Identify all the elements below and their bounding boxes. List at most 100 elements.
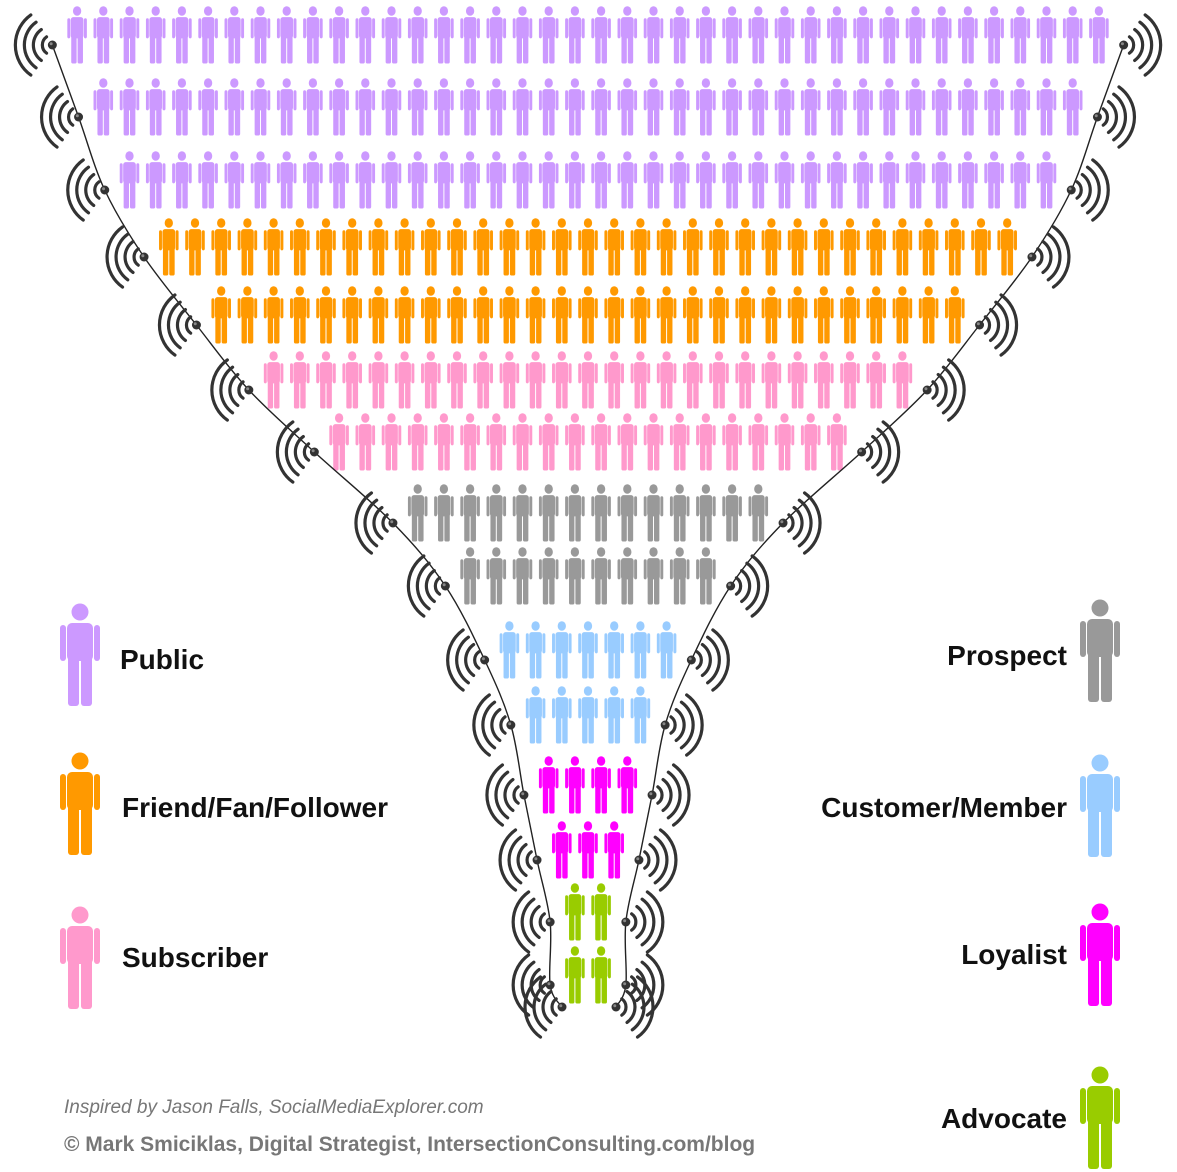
person-icon [565, 883, 585, 941]
loyalist-person-icon [1080, 903, 1120, 1006]
person-icon [892, 218, 913, 276]
person-icon [630, 218, 651, 276]
person-icon [669, 547, 690, 605]
broadcast-wave-icon [39, 85, 75, 149]
person-icon [303, 6, 323, 64]
person-icon [224, 151, 245, 209]
person-icon [381, 6, 402, 64]
funnel-left-line [51, 44, 563, 1008]
person-icon [421, 286, 441, 344]
person-icon [407, 484, 428, 542]
node-dot-icon [621, 917, 631, 927]
broadcast-wave-icon [695, 628, 730, 692]
node-dot-icon [244, 385, 254, 395]
person-icon [630, 686, 651, 744]
public-person-icon [60, 603, 100, 706]
person-icon [696, 6, 716, 64]
person-icon [840, 218, 860, 276]
person-icon [604, 351, 624, 409]
person-icon [800, 6, 821, 64]
broadcast-wave-icon [669, 693, 704, 757]
person-icon [604, 218, 624, 276]
person-icon [512, 547, 533, 605]
broadcast-wave-icon [523, 975, 558, 1039]
person-icon [303, 78, 323, 136]
person-icon [276, 6, 297, 64]
broadcast-wave-icon [656, 763, 691, 827]
person-icon [971, 218, 991, 276]
person-icon [486, 78, 507, 136]
node-dot-icon [519, 790, 529, 800]
broadcast-wave-icon [105, 225, 140, 289]
person-icon [93, 6, 114, 64]
person-icon [172, 151, 192, 209]
person-icon [512, 6, 533, 64]
person-icon [578, 286, 598, 344]
person-icon [290, 351, 310, 409]
person-icon [525, 286, 546, 344]
node-dot-icon [1066, 185, 1076, 195]
person-icon [172, 78, 192, 136]
person-icon [460, 6, 480, 64]
person-icon [683, 286, 703, 344]
legend-label-friend-fan-follower: Friend/Fan/Follower [122, 792, 389, 823]
person-icon [486, 151, 507, 209]
person-icon [669, 151, 690, 209]
person-icon [905, 6, 926, 64]
person-icon [368, 286, 389, 344]
person-icon [525, 351, 546, 409]
person-icon [421, 218, 441, 276]
person-icon [224, 6, 245, 64]
person-icon [434, 413, 454, 471]
person-icon [643, 484, 664, 542]
person-icon [407, 6, 428, 64]
person-icon [1036, 151, 1057, 209]
person-icon [119, 78, 140, 136]
broadcast-wave-icon [643, 828, 678, 892]
node-dot-icon [647, 790, 657, 800]
legend-label-advocate: Advocate [940, 1103, 1067, 1134]
person-icon [604, 286, 624, 344]
person-icon [198, 78, 218, 136]
funnel-nodes [13, 13, 1163, 1039]
person-icon [93, 78, 114, 136]
person-icon [578, 821, 598, 879]
person-icon [198, 151, 218, 209]
person-icon [316, 351, 336, 409]
person-icon [394, 286, 415, 344]
credit-inspired: Inspired by Jason Falls, SocialMediaExpl… [64, 1097, 484, 1118]
person-icon [119, 6, 140, 64]
person-icon [368, 218, 389, 276]
broadcast-wave-icon [865, 420, 901, 484]
node-dot-icon [47, 40, 57, 50]
person-icon [591, 6, 611, 64]
person-icon [316, 286, 336, 344]
node-dot-icon [660, 720, 670, 730]
person-icon [381, 413, 402, 471]
node-dot-icon [480, 655, 490, 665]
person-icon [224, 78, 245, 136]
person-icon [696, 547, 716, 605]
broadcast-wave-icon [1101, 85, 1137, 149]
person-icon [434, 78, 454, 136]
broadcast-wave-icon [620, 975, 655, 1039]
person-icon [827, 413, 847, 471]
person-icon [800, 151, 821, 209]
person-icon [276, 151, 297, 209]
legend-label-public: Public [120, 644, 205, 675]
person-icon [565, 151, 585, 209]
person-icon [696, 484, 716, 542]
person-icon [565, 946, 585, 1004]
person-icon [473, 218, 493, 276]
person-icon [774, 78, 795, 136]
person-icon [237, 286, 258, 344]
person-icon [538, 413, 559, 471]
person-icon [303, 151, 323, 209]
person-icon [263, 286, 284, 344]
person-icon [630, 621, 651, 679]
person-icon [329, 413, 349, 471]
person-icon [709, 218, 729, 276]
person-icon [748, 151, 769, 209]
person-icon [866, 286, 886, 344]
person-icon [643, 413, 664, 471]
